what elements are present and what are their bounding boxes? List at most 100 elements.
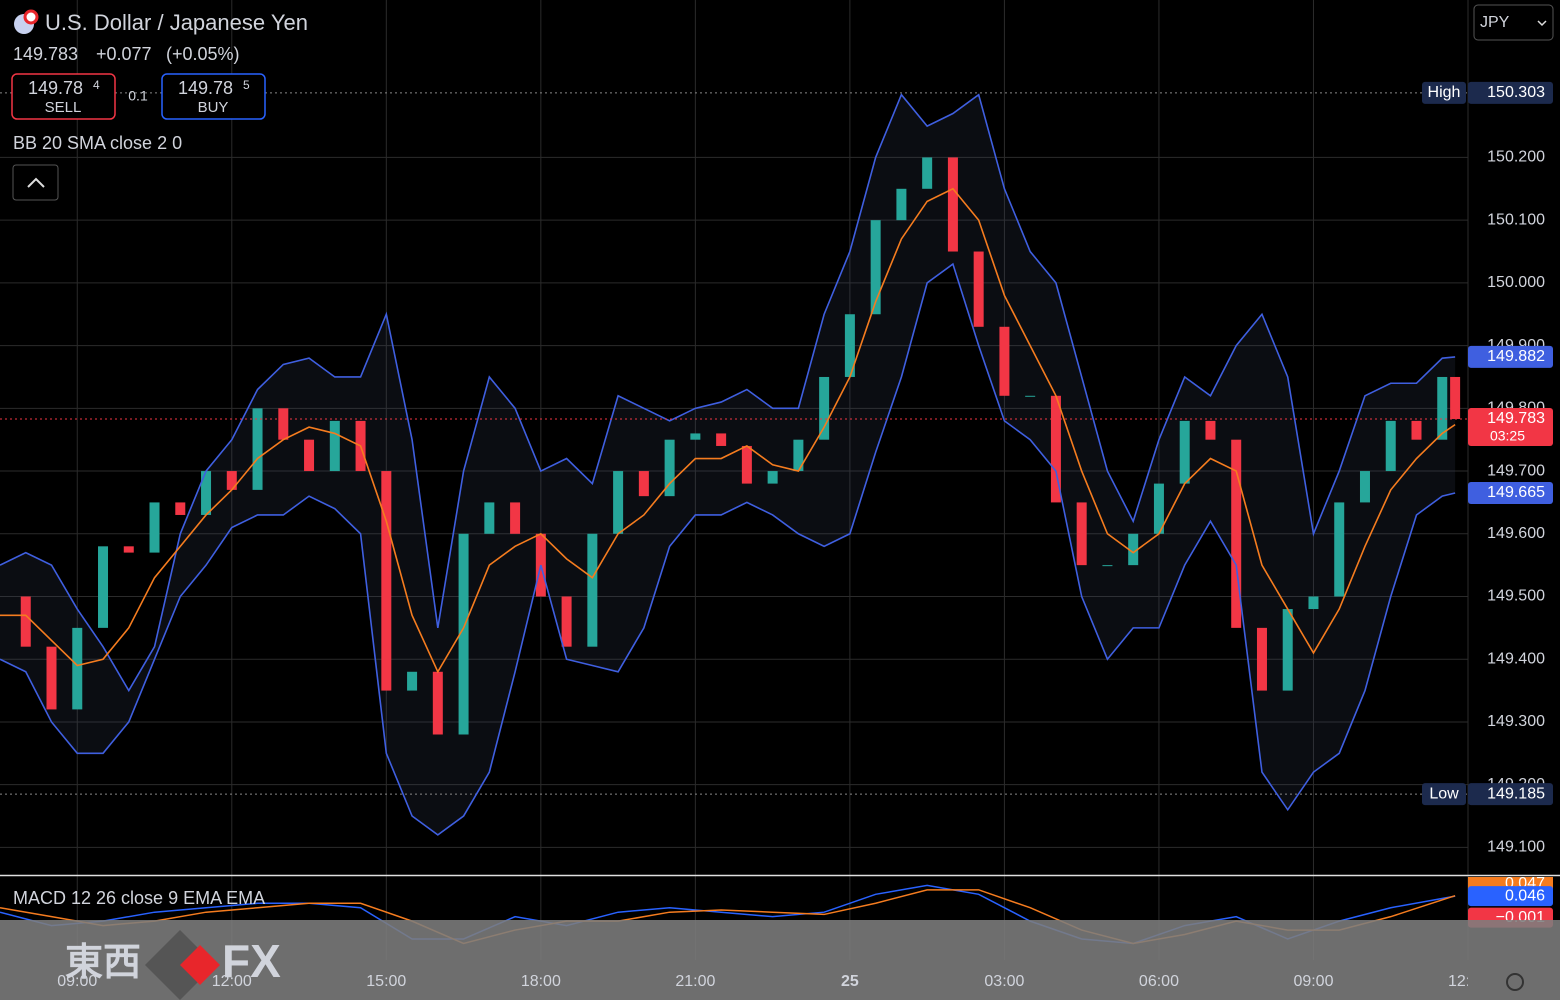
overlay: High 150.303 Low 149.185 149.882 149.665 149.7… <box>0 4 1560 1000</box>
low-tag-bg <box>1422 783 1466 806</box>
candle <box>149 502 160 553</box>
candle <box>1411 420 1422 440</box>
candle <box>767 471 778 484</box>
high-tag-label: High <box>1428 84 1461 101</box>
last-price-tag: 149.783 <box>1487 410 1545 427</box>
currency-dropdown[interactable] <box>1473 4 1554 41</box>
candle <box>510 502 521 534</box>
collapse-button[interactable] <box>12 164 59 201</box>
candle <box>1128 533 1139 566</box>
buy-label: BUY <box>198 99 229 116</box>
candle <box>741 445 752 484</box>
upper-band-tag: 149.882 <box>1487 348 1545 365</box>
high-value: 150.303 <box>1487 84 1545 101</box>
candle <box>1437 376 1448 440</box>
macd-title: MACD 12 26 close 9 EMA EMA <box>13 888 265 908</box>
candle <box>1179 420 1190 484</box>
band-fill <box>0 94 1456 835</box>
y-tick-label: 149.400 <box>1487 650 1545 667</box>
candle <box>1050 395 1061 503</box>
x-tick-label: 12:00 <box>1448 973 1488 990</box>
candle <box>844 314 855 377</box>
sell-label: SELL <box>45 99 82 116</box>
candle <box>690 433 701 440</box>
indicator-label: BB 20 SMA close 2 0 <box>13 133 182 153</box>
y-tick-label: 150.200 <box>1487 149 1545 166</box>
low-tag-label: Low <box>1429 785 1459 802</box>
header-price: 149.783 <box>13 44 78 64</box>
dropdown-caret <box>1537 20 1547 27</box>
candle <box>1102 565 1113 567</box>
candle <box>407 671 418 691</box>
high-tag-bg <box>1422 81 1466 104</box>
indicator-line <box>0 187 1456 674</box>
watermark-left: 東西 <box>65 942 141 984</box>
sell-button[interactable] <box>11 73 116 120</box>
candle <box>947 157 958 252</box>
x-tick-label: 03:00 <box>984 973 1024 990</box>
candle <box>973 251 984 327</box>
x-tick-label: 09:00 <box>1293 973 1333 990</box>
candle <box>1334 502 1345 597</box>
x-tick-label: 06:00 <box>1139 973 1179 990</box>
y-tick-label: 149.500 <box>1487 588 1545 605</box>
header-change: +0.077 <box>96 44 152 64</box>
y-tick-label: 149.100 <box>1487 839 1545 856</box>
candle <box>175 502 186 515</box>
candle <box>1205 420 1216 440</box>
candle <box>20 596 31 647</box>
candle <box>72 627 83 710</box>
candle <box>278 408 289 440</box>
candle <box>793 439 804 472</box>
x-tick-label: 15:00 <box>366 973 406 990</box>
candle <box>381 471 392 691</box>
indicator-line <box>0 262 1456 836</box>
candle <box>1025 395 1036 397</box>
candle <box>1359 471 1370 503</box>
candle <box>98 546 109 628</box>
macd-tag: 0.046 <box>1505 887 1545 904</box>
macd-tag-bg <box>1468 886 1553 907</box>
x-tick-label: 12:00 <box>212 973 252 990</box>
flag-icon-jp <box>23 9 39 25</box>
candle <box>1308 596 1319 610</box>
candle <box>304 439 315 472</box>
buy-button[interactable] <box>161 73 266 120</box>
high-value-bg <box>1468 81 1553 104</box>
x-tick-label: 25 <box>841 973 859 990</box>
sell-price: 149.78 <box>28 78 83 98</box>
low-value-bg <box>1468 783 1553 806</box>
candle <box>896 188 907 221</box>
candle <box>716 433 727 446</box>
lower-band-tag-bg <box>1468 482 1553 505</box>
x-tick-label: 18:00 <box>521 973 561 990</box>
candle <box>329 420 340 472</box>
watermark-band <box>0 920 1560 1000</box>
price-pane <box>0 92 1468 836</box>
header-change-pct: (+0.05%) <box>166 44 240 64</box>
low-value: 149.185 <box>1487 785 1545 802</box>
y-tick-label: 149.300 <box>1487 713 1545 730</box>
candle <box>123 546 134 553</box>
upper-band-tag-bg <box>1468 345 1553 368</box>
time-axis: 09:00 12:00 15:00 18:00 21:00 25 03:00 06:00 09:… <box>57 973 1488 990</box>
candle <box>922 157 933 189</box>
candle <box>1385 420 1396 472</box>
candle <box>1153 483 1164 534</box>
candle <box>587 533 598 647</box>
candle <box>252 408 263 490</box>
candle <box>1282 609 1293 691</box>
x-tick-label: 09:00 <box>57 973 97 990</box>
candle <box>870 220 881 315</box>
buy-price: 149.78 <box>178 78 233 98</box>
symbol-title: U.S. Dollar / Japanese Yen <box>45 10 308 35</box>
candle <box>819 376 830 440</box>
indicator-line <box>0 93 1456 693</box>
candle <box>458 533 469 735</box>
candle <box>201 471 212 515</box>
candle <box>226 471 237 490</box>
candle <box>664 439 675 497</box>
spread: 0.1 <box>128 88 148 104</box>
settings-icon[interactable] <box>1506 973 1524 991</box>
